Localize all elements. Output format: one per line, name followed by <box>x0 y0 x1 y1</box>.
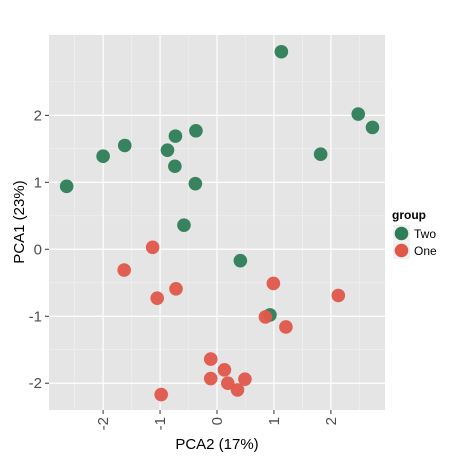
data-point-two <box>189 123 203 138</box>
y-axis-ticks: -2 -1 0 1 2 <box>29 107 49 392</box>
data-point-one <box>279 320 293 334</box>
data-point-two <box>365 120 380 135</box>
y-tick-label: 0 <box>34 241 42 258</box>
data-point-one <box>238 372 252 386</box>
data-point-two <box>160 143 175 157</box>
data-point-one <box>230 383 245 397</box>
data-point-two <box>168 159 182 174</box>
data-point-one <box>258 310 273 324</box>
data-point-one <box>150 291 165 305</box>
data-point-one <box>221 376 235 391</box>
data-point-one <box>169 281 183 296</box>
data-point-one <box>117 263 131 277</box>
legend-title: group <box>392 208 426 222</box>
data-point-one <box>203 352 218 366</box>
legend-key-one <box>394 243 409 258</box>
data-point-one <box>331 288 346 303</box>
data-point-two <box>96 149 110 164</box>
data-point-one <box>217 363 232 377</box>
x-tick-label: 2 <box>323 417 340 425</box>
data-point-two <box>313 147 328 161</box>
data-point-one <box>266 276 281 291</box>
y-axis-title: PCA1 (23%) <box>11 180 28 263</box>
data-points <box>59 44 380 402</box>
data-point-two <box>188 176 203 191</box>
data-point-one <box>145 240 160 255</box>
data-point-two <box>351 107 366 121</box>
legend-label: One <box>414 244 437 258</box>
legend-key-two <box>394 226 409 241</box>
x-axis-ticks: -2 -1 0 1 2 <box>95 410 340 430</box>
data-point-one <box>203 371 218 386</box>
x-tick-label: 1 <box>266 417 283 425</box>
data-point-two <box>274 44 289 59</box>
x-tick-label: -2 <box>95 417 112 430</box>
legend: group Two One <box>392 208 437 259</box>
data-point-two <box>59 179 74 194</box>
data-point-two <box>233 253 248 268</box>
data-point-one <box>154 387 168 402</box>
data-point-two <box>117 138 132 153</box>
x-tick-label: -1 <box>152 417 169 430</box>
data-point-two <box>177 218 191 232</box>
x-tick-label: 0 <box>209 417 226 425</box>
y-tick-label: 1 <box>34 174 42 191</box>
y-tick-label: 2 <box>34 107 42 124</box>
y-tick-label: -1 <box>29 308 42 325</box>
x-axis-title: PCA2 (17%) <box>175 436 258 453</box>
major-grid <box>49 35 385 410</box>
legend-keys: Two One <box>393 225 437 259</box>
legend-label: Two <box>414 227 436 241</box>
data-point-two <box>168 129 183 143</box>
y-tick-label: -2 <box>29 375 42 392</box>
